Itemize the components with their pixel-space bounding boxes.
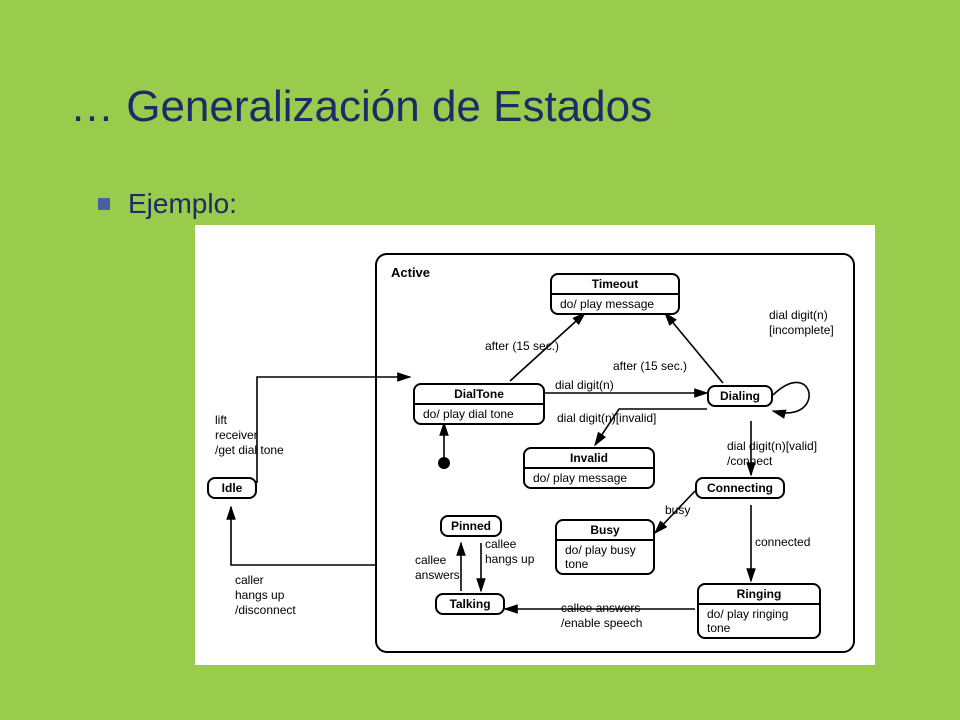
slide: … Generalización de Estados Ejemplo: Act…	[0, 0, 960, 720]
state-label: Connecting	[697, 479, 783, 497]
state-label: Idle	[209, 479, 255, 497]
composite-label: Active	[391, 265, 430, 280]
transition-label-lift: lift receiver /get dial tone	[215, 413, 284, 458]
transition-label-after15a: after (15 sec.)	[485, 339, 559, 354]
transition-label-after15b: after (15 sec.)	[613, 359, 687, 374]
initial-pseudostate-icon	[438, 457, 450, 469]
state-label: Pinned	[442, 517, 500, 535]
state-body: do/ play message	[552, 295, 678, 313]
slide-title: … Generalización de Estados	[70, 82, 652, 132]
state-dialing: Dialing	[707, 385, 773, 407]
state-diagram: Active IdleTimeoutdo/ play messageDialTo…	[195, 225, 875, 665]
bullet-row: Ejemplo:	[98, 188, 237, 220]
state-invalid: Invaliddo/ play message	[523, 447, 655, 489]
state-label: Talking	[437, 595, 503, 613]
state-connecting: Connecting	[695, 477, 785, 499]
state-pinned: Pinned	[440, 515, 502, 537]
state-label: Dialing	[709, 387, 771, 405]
transition-edge	[231, 507, 375, 565]
transition-label-dialvalid: dial digit(n)[valid] /connect	[727, 439, 817, 469]
state-timeout: Timeoutdo/ play message	[550, 273, 680, 315]
state-label: Invalid	[525, 449, 653, 469]
state-body: do/ play ringing tone	[699, 605, 819, 637]
transition-label-calleehangs: callee hangs up	[485, 537, 534, 567]
state-talking: Talking	[435, 593, 505, 615]
state-idle: Idle	[207, 477, 257, 499]
state-body: do/ play dial tone	[415, 405, 543, 423]
transition-label-calleeans2: callee answers	[415, 553, 460, 583]
state-body: do/ play message	[525, 469, 653, 487]
state-dialtone: DialTonedo/ play dial tone	[413, 383, 545, 425]
transition-label-busy: busy	[665, 503, 690, 518]
state-label: Timeout	[552, 275, 678, 295]
bullet-text: Ejemplo:	[128, 188, 237, 220]
transition-label-dialinv: dial digit(n)[invalid]	[557, 411, 656, 426]
state-label: DialTone	[415, 385, 543, 405]
state-label: Busy	[557, 521, 653, 541]
transition-label-connected: connected	[755, 535, 810, 550]
transition-label-calleeans: callee answers /enable speech	[561, 601, 642, 631]
bullet-square-icon	[98, 198, 110, 210]
state-ringing: Ringingdo/ play ringing tone	[697, 583, 821, 639]
state-body: do/ play busy tone	[557, 541, 653, 573]
state-label: Ringing	[699, 585, 819, 605]
transition-label-dialinc: dial digit(n) [incomplete]	[769, 308, 834, 338]
transition-label-dialn: dial digit(n)	[555, 378, 614, 393]
state-busy: Busydo/ play busy tone	[555, 519, 655, 575]
transition-label-hangup: caller hangs up /disconnect	[235, 573, 296, 618]
